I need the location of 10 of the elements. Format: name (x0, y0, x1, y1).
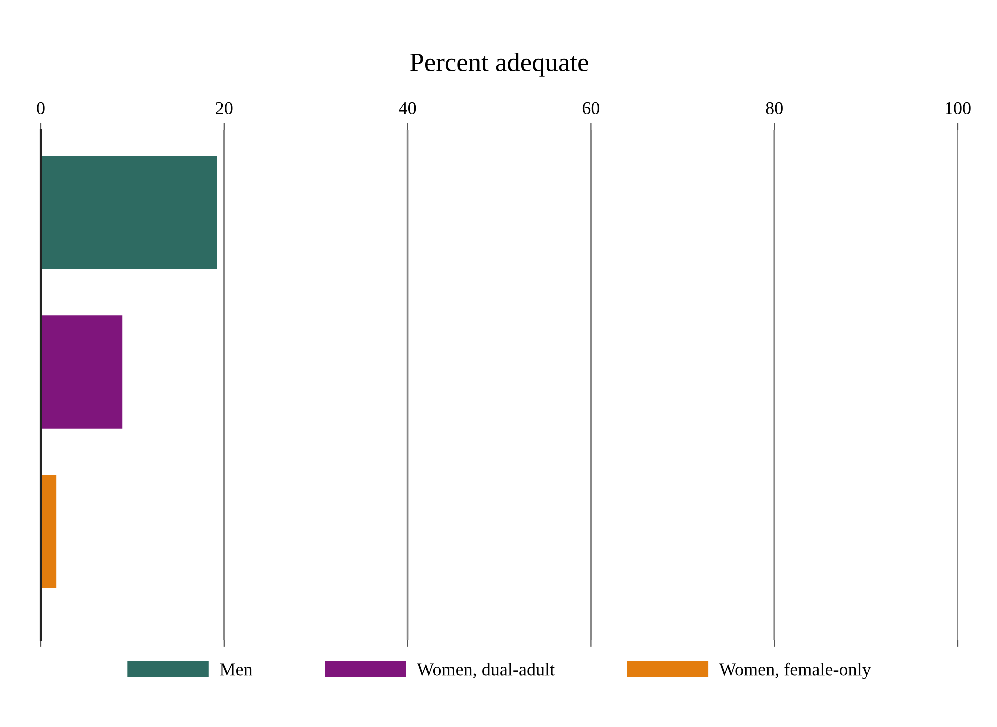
x-tick-label: 0 (37, 102, 45, 115)
legend-label: Women, dual-adult (417, 663, 555, 678)
x-tick-label: 100 (946, 102, 971, 115)
x-axis-title: Percent adequate (410, 52, 588, 77)
x-tick-label: 60 (582, 102, 600, 115)
x-tick-label: 20 (216, 102, 233, 115)
x-tick-label: 40 (399, 102, 416, 115)
legend-label: Men (220, 664, 253, 676)
legend-label: Women, female-only (719, 662, 872, 680)
x-tick-label: 80 (766, 102, 783, 115)
